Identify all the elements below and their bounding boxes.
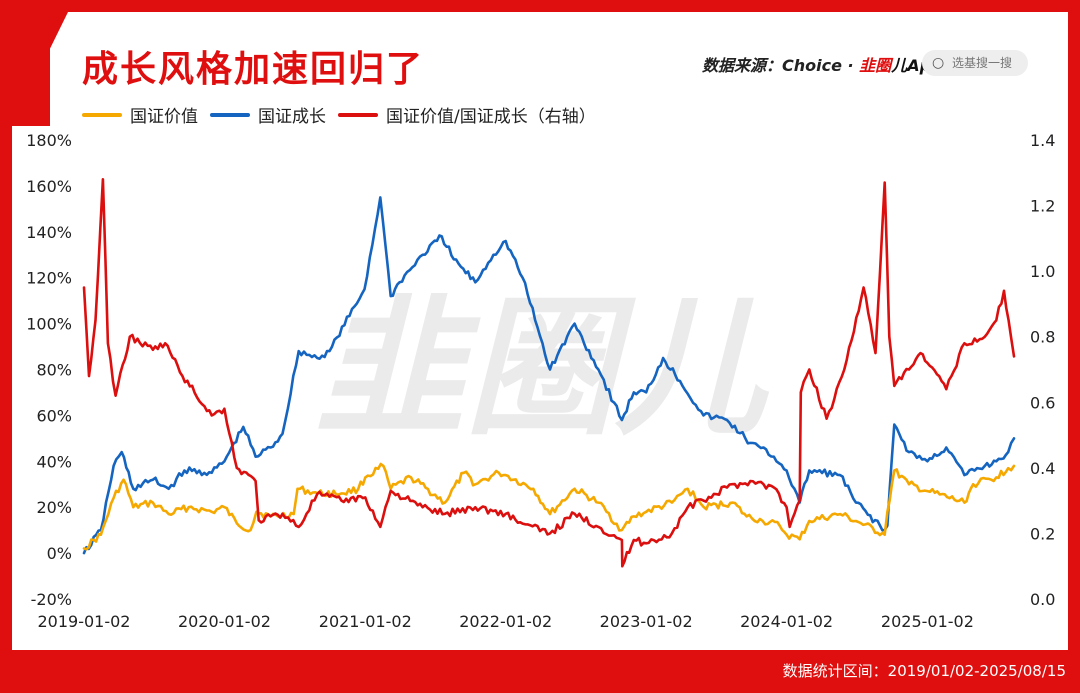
- search-box[interactable]: ○ 选基搜一搜: [922, 50, 1028, 76]
- series-line-growth: [82, 196, 1016, 555]
- legend-swatch-ratio: [338, 112, 378, 117]
- legend-item-value: 国证价值: [82, 102, 198, 127]
- legend-item-ratio: 国证价值/国证成长（右轴）: [338, 102, 596, 127]
- title-corner-slant: [12, 12, 68, 126]
- y-left-tick-label: -20%: [31, 590, 72, 609]
- legend-swatch-value: [82, 112, 122, 117]
- data-source: 数据来源：Choice · 韭圈儿App: [702, 52, 942, 76]
- y-left-tick-label: 120%: [26, 269, 72, 288]
- y-left-tick-label: 180%: [26, 131, 72, 150]
- line-chart: 韭圈儿 180% 160% 140% 120% 100% 80% 60% 40% 20% 0% -20…: [26, 131, 1055, 631]
- x-tick-label: 2023-01-02: [600, 612, 693, 631]
- y-right-tick-label: 0.4: [1030, 459, 1055, 478]
- search-icon: ○: [932, 55, 945, 71]
- watermark: 韭圈儿: [315, 282, 770, 456]
- y-right-tick-label: 0.8: [1030, 328, 1055, 347]
- y-right-tick-label: 0.0: [1030, 590, 1055, 609]
- x-tick-label: 2025-01-02: [881, 612, 974, 631]
- y-left-tick-label: 20%: [36, 498, 72, 517]
- y-left-tick-label: 100%: [26, 315, 72, 334]
- y-left-tick-label: 160%: [26, 177, 72, 196]
- x-tick-label: 2022-01-02: [459, 612, 552, 631]
- series-line-value: [82, 462, 1016, 551]
- y-right-tick-label: 1.2: [1030, 197, 1055, 216]
- y-right-tick-label: 1.4: [1030, 131, 1055, 150]
- series-line-ratio: [82, 178, 1016, 568]
- y-right-tick-label: 0.6: [1030, 393, 1055, 412]
- legend-item-growth: 国证成长: [210, 102, 326, 127]
- y-right-tick-label: 1.0: [1030, 262, 1055, 281]
- search-placeholder: 选基搜一搜: [952, 56, 1013, 70]
- x-tick-label: 2020-01-02: [178, 612, 271, 631]
- y-left-tick-label: 40%: [36, 452, 72, 471]
- page-title: 成长风格加速回归了: [82, 49, 425, 90]
- footer-date-range: 数据统计区间：2019/01/02-2025/08/15: [782, 662, 1066, 680]
- x-tick-label: 2019-01-02: [38, 612, 131, 631]
- chart-card: 成长风格加速回归了 数据来源：Choice · 韭圈儿App ○ 选基搜一搜 国…: [12, 12, 1068, 650]
- y-left-tick-label: 80%: [36, 361, 72, 380]
- legend-swatch-growth: [210, 112, 250, 117]
- x-tick-label: 2024-01-02: [740, 612, 833, 631]
- data-source-prefix: 数据来源：Choice ·: [702, 56, 860, 75]
- y-left-tick-label: 0%: [47, 544, 72, 563]
- legend: 国证价值 国证成长 国证价值/国证成长（右轴）: [82, 102, 608, 127]
- y-right-tick-label: 0.2: [1030, 524, 1055, 543]
- y-left-tick-label: 60%: [36, 406, 72, 425]
- x-tick-label: 2021-01-02: [319, 612, 412, 631]
- y-left-tick-label: 140%: [26, 223, 72, 242]
